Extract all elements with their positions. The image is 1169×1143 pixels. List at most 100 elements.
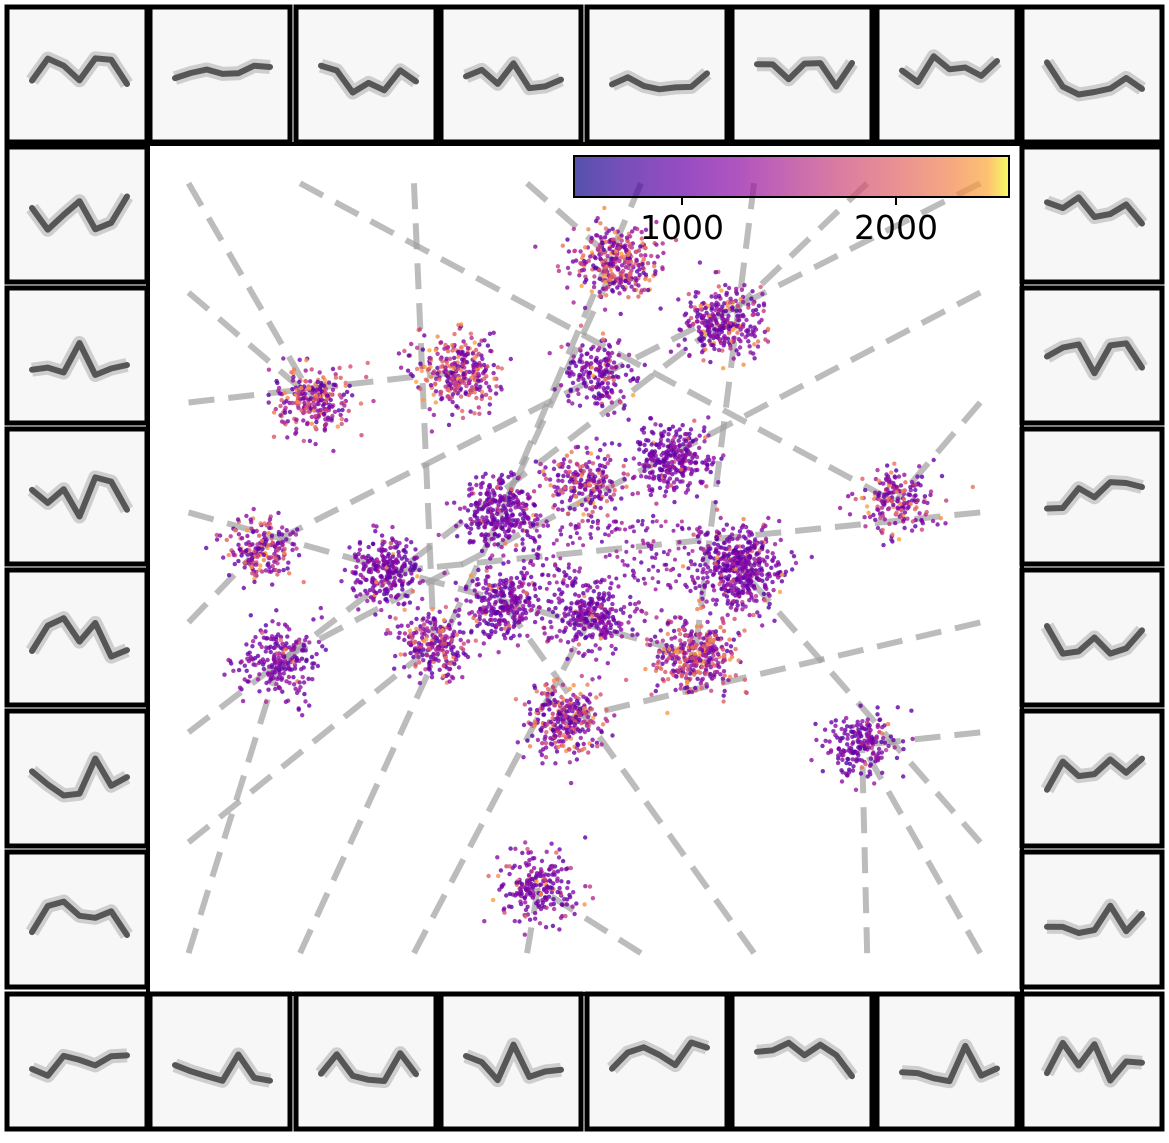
scatter-point <box>711 653 716 658</box>
scatter-point <box>537 534 542 539</box>
scatter-point <box>532 619 538 625</box>
scatter-point <box>426 367 431 372</box>
scatter-point <box>915 498 920 503</box>
scatter-point <box>468 409 473 414</box>
scatter-point <box>414 652 419 657</box>
scatter-point <box>620 485 625 490</box>
scatter-point <box>326 380 332 385</box>
scatter-point <box>417 660 422 665</box>
scatter-point <box>609 497 614 502</box>
scatter-point <box>491 362 496 368</box>
scatter-point <box>274 556 279 561</box>
scatter-point <box>367 588 373 593</box>
scatter-point <box>599 742 604 747</box>
scatter-point <box>526 582 532 587</box>
scatter-point <box>282 390 288 395</box>
scatter-point <box>342 567 348 573</box>
scatter-point <box>294 639 299 644</box>
scatter-point <box>276 385 282 391</box>
scatter-point <box>472 588 477 593</box>
scatter-point <box>648 492 654 498</box>
scatter-point <box>588 379 594 384</box>
scatter-point <box>899 508 904 513</box>
scatter-point <box>250 571 255 576</box>
scatter-point <box>370 585 376 590</box>
scatter-point <box>745 568 751 574</box>
scatter-point <box>606 597 611 602</box>
scatter-point <box>468 331 474 336</box>
scatter-point <box>723 336 728 341</box>
scatter-point <box>435 365 440 371</box>
scatter-point <box>645 261 651 266</box>
scatter-point <box>860 476 865 481</box>
scatter-point <box>642 618 647 624</box>
scatter-point <box>740 569 745 574</box>
scatter-point <box>407 560 413 565</box>
scatter-point <box>409 620 414 625</box>
scatter-point <box>721 554 726 559</box>
scatter-point <box>614 256 619 261</box>
scatter-point <box>414 626 419 632</box>
scatter-point <box>296 706 301 711</box>
scatter-point <box>708 546 713 551</box>
scatter-point <box>476 405 481 410</box>
scatter-point <box>665 484 670 490</box>
scatter-point <box>583 635 588 641</box>
scatter-point <box>597 463 603 468</box>
scatter-point <box>397 630 402 636</box>
scatter-point <box>474 363 480 369</box>
scatter-point <box>624 484 629 489</box>
scatter-point <box>761 301 767 306</box>
scatter-point <box>314 394 319 399</box>
scatter-point <box>764 562 769 567</box>
scatter-point <box>751 301 756 306</box>
scatter-point <box>414 379 419 384</box>
scatter-point <box>226 657 231 663</box>
scatter-point <box>454 597 459 602</box>
scatter-point <box>628 594 633 600</box>
scatter-point <box>720 568 725 574</box>
scatter-point <box>589 614 595 619</box>
scatter-point <box>661 458 667 463</box>
scatter-point <box>584 618 590 624</box>
scatter-point <box>396 549 401 555</box>
scatter-point <box>560 618 565 624</box>
scatter-point <box>615 265 620 270</box>
scatter-point <box>267 517 273 522</box>
scatter-point <box>447 679 452 684</box>
scatter-point <box>676 438 681 443</box>
scatter-point <box>481 641 486 646</box>
scatter-point <box>445 394 450 399</box>
scatter-point <box>703 562 708 567</box>
scatter-point <box>333 372 338 377</box>
scatter-point <box>725 612 730 618</box>
scatter-point <box>257 689 262 694</box>
scatter-point <box>240 698 246 704</box>
scatter-point <box>623 372 629 377</box>
scatter-point <box>767 574 772 579</box>
scatter-point <box>361 566 367 571</box>
cluster-c11 <box>318 523 447 620</box>
scatter-point <box>892 461 897 466</box>
scatter-point <box>489 617 494 622</box>
scatter-point <box>255 553 261 558</box>
scatter-point <box>457 629 463 634</box>
scatter-point <box>661 479 667 484</box>
scatter-point <box>670 472 675 477</box>
scatter-point <box>747 590 752 596</box>
scatter-point <box>474 386 479 391</box>
scatter-point <box>562 611 567 616</box>
scatter-point <box>931 457 936 463</box>
scatter-point <box>550 609 556 615</box>
scatter-point <box>513 522 519 527</box>
scatter-point <box>863 524 868 529</box>
scatter-point <box>759 566 764 571</box>
scatter-point <box>601 479 607 484</box>
scatter-point <box>746 546 751 551</box>
scatter-point <box>296 391 301 396</box>
scatter-point <box>271 410 277 415</box>
scatter-point <box>681 473 686 478</box>
scatter-point <box>263 649 268 654</box>
scatter-point <box>332 409 338 414</box>
scatter-point <box>631 456 636 461</box>
